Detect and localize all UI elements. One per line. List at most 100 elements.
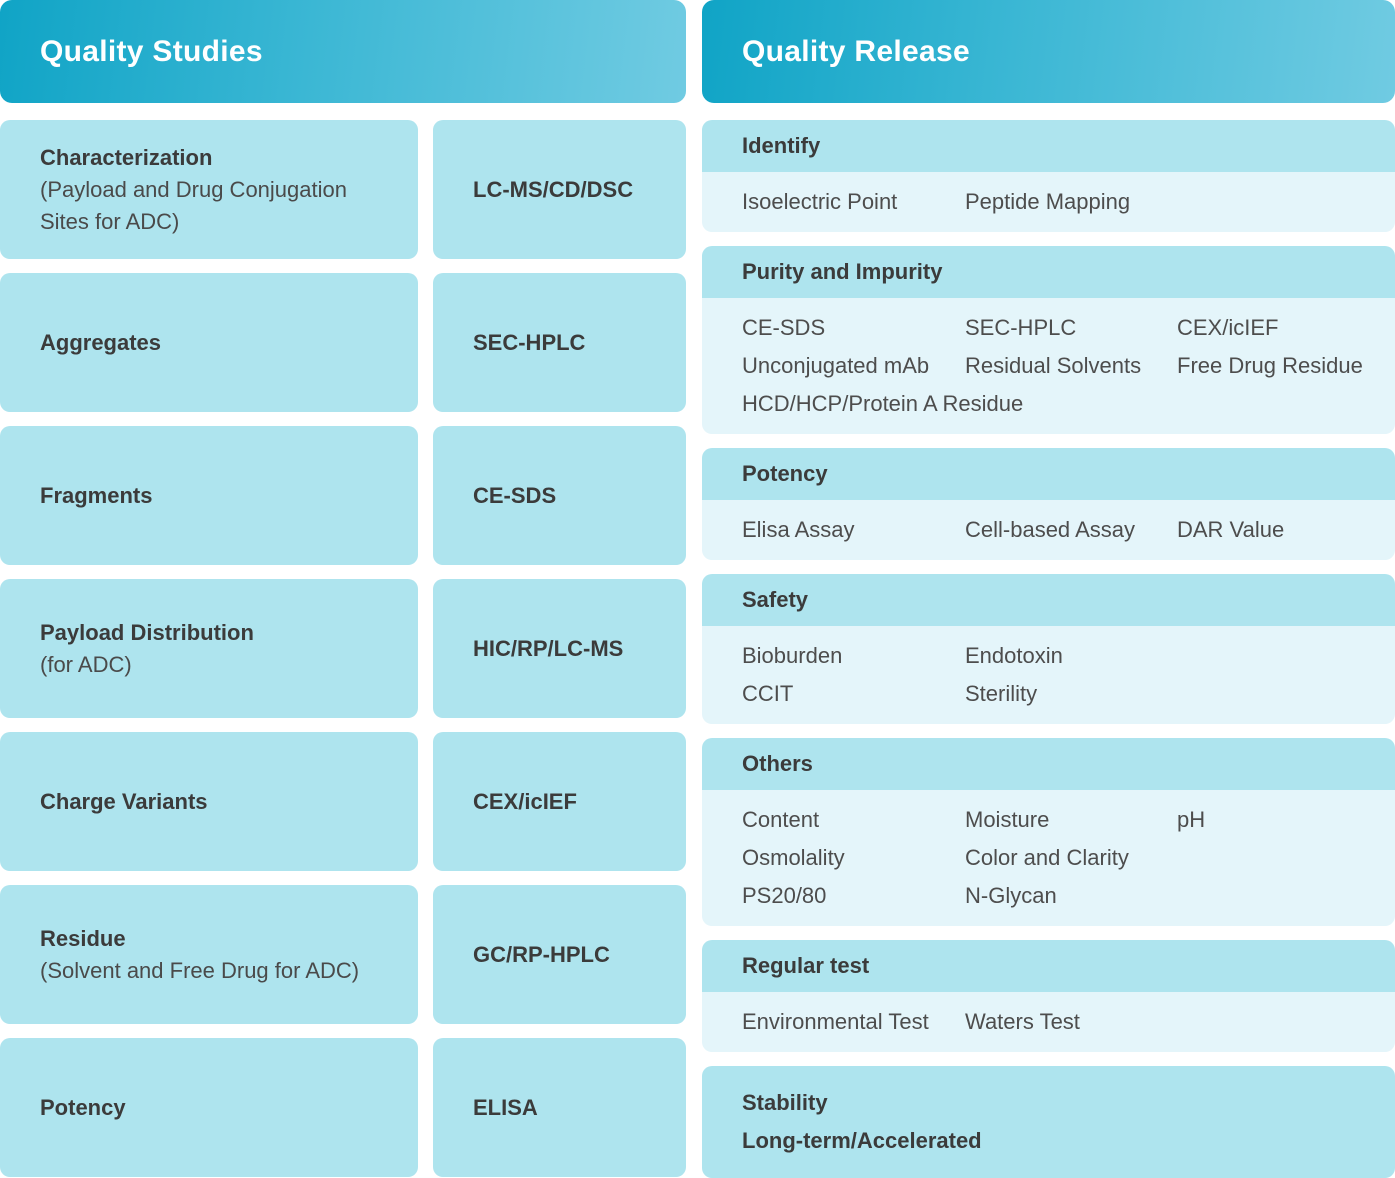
- release-section: Purity and Impurity CE-SDS Unconjugated m…: [702, 246, 1395, 434]
- section-column: Isoelectric Point: [742, 183, 965, 221]
- quality-studies-title: Quality Studies: [40, 34, 263, 68]
- section-column: Moisture Color and Clarity N-Glycan: [965, 801, 1177, 915]
- release-item: Osmolality: [742, 845, 845, 870]
- release-section: Identify Isoelectric Point Peptide Mappin…: [702, 120, 1395, 232]
- section-column: CE-SDS Unconjugated mAb HCD/HCP/Protein A …: [742, 309, 1024, 423]
- section-column: Environmental Test: [742, 1003, 965, 1041]
- release-item: Cell-based Assay: [965, 517, 1135, 542]
- release-item: CEX/icIEF: [1177, 315, 1279, 340]
- method-name: CE-SDS: [473, 482, 557, 508]
- release-item: CCIT: [742, 681, 794, 706]
- stability-subtitle: Long-term/Accelerated: [742, 1128, 982, 1153]
- method-name: HIC/RP/LC-MS: [473, 635, 624, 661]
- release-section-items: Content Osmolality PS20/80 Moisture Color an…: [702, 790, 1395, 926]
- study-note: (for ADC): [40, 651, 132, 677]
- release-section-header: Others: [702, 738, 1395, 790]
- section-column: Content Osmolality PS20/80: [742, 801, 965, 915]
- section-column: DAR Value: [1177, 511, 1385, 549]
- release-item: N-Glycan: [965, 883, 1057, 908]
- study-label-card: Aggregates: [0, 273, 418, 412]
- study-row: Aggregates SEC-HPLC: [0, 273, 686, 412]
- release-item: DAR Value: [1177, 517, 1285, 542]
- release-section-header: Identify: [702, 120, 1395, 172]
- release-item: pH: [1177, 807, 1206, 832]
- study-method-card: HIC/RP/LC-MS: [433, 579, 686, 718]
- study-method-card: ELISA: [433, 1038, 686, 1177]
- quality-release-panel: Quality Release Identify Isoelectric Poi…: [702, 0, 1395, 1178]
- method-name: CEX/icIEF: [473, 788, 577, 814]
- study-method-card: GC/RP-HPLC: [433, 885, 686, 1024]
- study-label-card: Potency: [0, 1038, 418, 1177]
- method-name: ELISA: [473, 1094, 538, 1120]
- release-section-items: Bioburden CCIT Endotoxin Sterility: [702, 626, 1395, 724]
- release-section-header: Purity and Impurity: [702, 246, 1395, 298]
- release-section-header: Safety: [702, 574, 1395, 626]
- study-label-card: Charge Variants: [0, 732, 418, 871]
- stability-card: Stability Long-term/Accelerated: [702, 1066, 1395, 1178]
- release-item: Free Drug Residue: [1177, 353, 1363, 378]
- study-name: Charge Variants: [40, 788, 208, 814]
- study-name: Characterization: [40, 144, 213, 170]
- study-row: Charge Variants CEX/icIEF: [0, 732, 686, 871]
- study-note: (Payload and Drug Conjugation Sites for …: [40, 176, 347, 234]
- release-item: Endotoxin: [965, 643, 1063, 668]
- release-item: Unconjugated mAb: [742, 353, 930, 378]
- release-item: HCD/HCP/Protein A Residue: [742, 391, 1024, 416]
- study-label-card: Fragments: [0, 426, 418, 565]
- quality-studies-header: Quality Studies: [0, 0, 686, 103]
- method-name: LC-MS/CD/DSC: [473, 176, 634, 202]
- study-method-card: LC-MS/CD/DSC: [433, 120, 686, 259]
- release-item: Residual Solvents: [965, 353, 1142, 378]
- section-column: CEX/icIEF Free Drug Residue: [1177, 309, 1385, 423]
- release-section-items: Environmental Test Waters Test: [702, 992, 1395, 1052]
- release-section: Regular test Environmental Test Waters Te…: [702, 940, 1395, 1052]
- release-section-header: Regular test: [702, 940, 1395, 992]
- section-column: Endotoxin Sterility: [965, 637, 1177, 713]
- study-method-card: SEC-HPLC: [433, 273, 686, 412]
- release-item: Moisture: [965, 807, 1050, 832]
- release-section: Safety Bioburden CCIT Endotoxin Sterility: [702, 574, 1395, 724]
- release-section: Others Content Osmolality PS20/80 Moisture C…: [702, 738, 1395, 926]
- method-name: SEC-HPLC: [473, 329, 586, 355]
- study-method-card: CE-SDS: [433, 426, 686, 565]
- study-label-card: Characterization (Payload and Drug Conju…: [0, 120, 418, 259]
- quality-release-header: Quality Release: [702, 0, 1395, 103]
- release-section: Potency Elisa Assay Cell-based Assay DAR V…: [702, 448, 1395, 560]
- release-item: Bioburden: [742, 643, 843, 668]
- release-section-items: CE-SDS Unconjugated mAb HCD/HCP/Protein A …: [702, 298, 1395, 434]
- section-column: Waters Test: [965, 1003, 1177, 1041]
- release-item: Waters Test: [965, 1009, 1080, 1034]
- study-name: Aggregates: [40, 329, 162, 355]
- release-item: Content: [742, 807, 820, 832]
- study-row: Characterization (Payload and Drug Conju…: [0, 120, 686, 259]
- quality-release-title: Quality Release: [742, 34, 970, 68]
- study-row: Fragments CE-SDS: [0, 426, 686, 565]
- release-item: Peptide Mapping: [965, 189, 1131, 214]
- section-column: pH: [1177, 801, 1385, 915]
- quality-studies-rows: Characterization (Payload and Drug Conju…: [0, 120, 686, 1177]
- release-section-items: Elisa Assay Cell-based Assay DAR Value: [702, 500, 1395, 560]
- release-item: PS20/80: [742, 883, 827, 908]
- release-section-header: Potency: [702, 448, 1395, 500]
- release-section-items: Isoelectric Point Peptide Mapping: [702, 172, 1395, 232]
- quality-studies-panel: Quality Studies Characterization (Payloa…: [0, 0, 686, 1178]
- study-row: Residue (Solvent and Free Drug for ADC) …: [0, 885, 686, 1024]
- study-label-card: Residue (Solvent and Free Drug for ADC): [0, 885, 418, 1024]
- study-name: Fragments: [40, 482, 153, 508]
- section-column: Bioburden CCIT: [742, 637, 965, 713]
- release-item: Environmental Test: [742, 1009, 929, 1034]
- release-item: CE-SDS: [742, 315, 826, 340]
- section-column: Peptide Mapping: [965, 183, 1177, 221]
- quality-release-sections: Identify Isoelectric Point Peptide Mappin…: [702, 120, 1395, 1052]
- study-note: (Solvent and Free Drug for ADC): [40, 957, 360, 983]
- section-column: [1177, 637, 1385, 713]
- study-name: Potency: [40, 1094, 126, 1120]
- method-name: GC/RP-HPLC: [473, 941, 610, 967]
- section-column: SEC-HPLC Residual Solvents: [965, 309, 1177, 423]
- study-method-card: CEX/icIEF: [433, 732, 686, 871]
- study-label-card: Payload Distribution (for ADC): [0, 579, 418, 718]
- release-item: Sterility: [965, 681, 1038, 706]
- stability-title: Stability: [742, 1090, 828, 1115]
- section-column: Elisa Assay: [742, 511, 965, 549]
